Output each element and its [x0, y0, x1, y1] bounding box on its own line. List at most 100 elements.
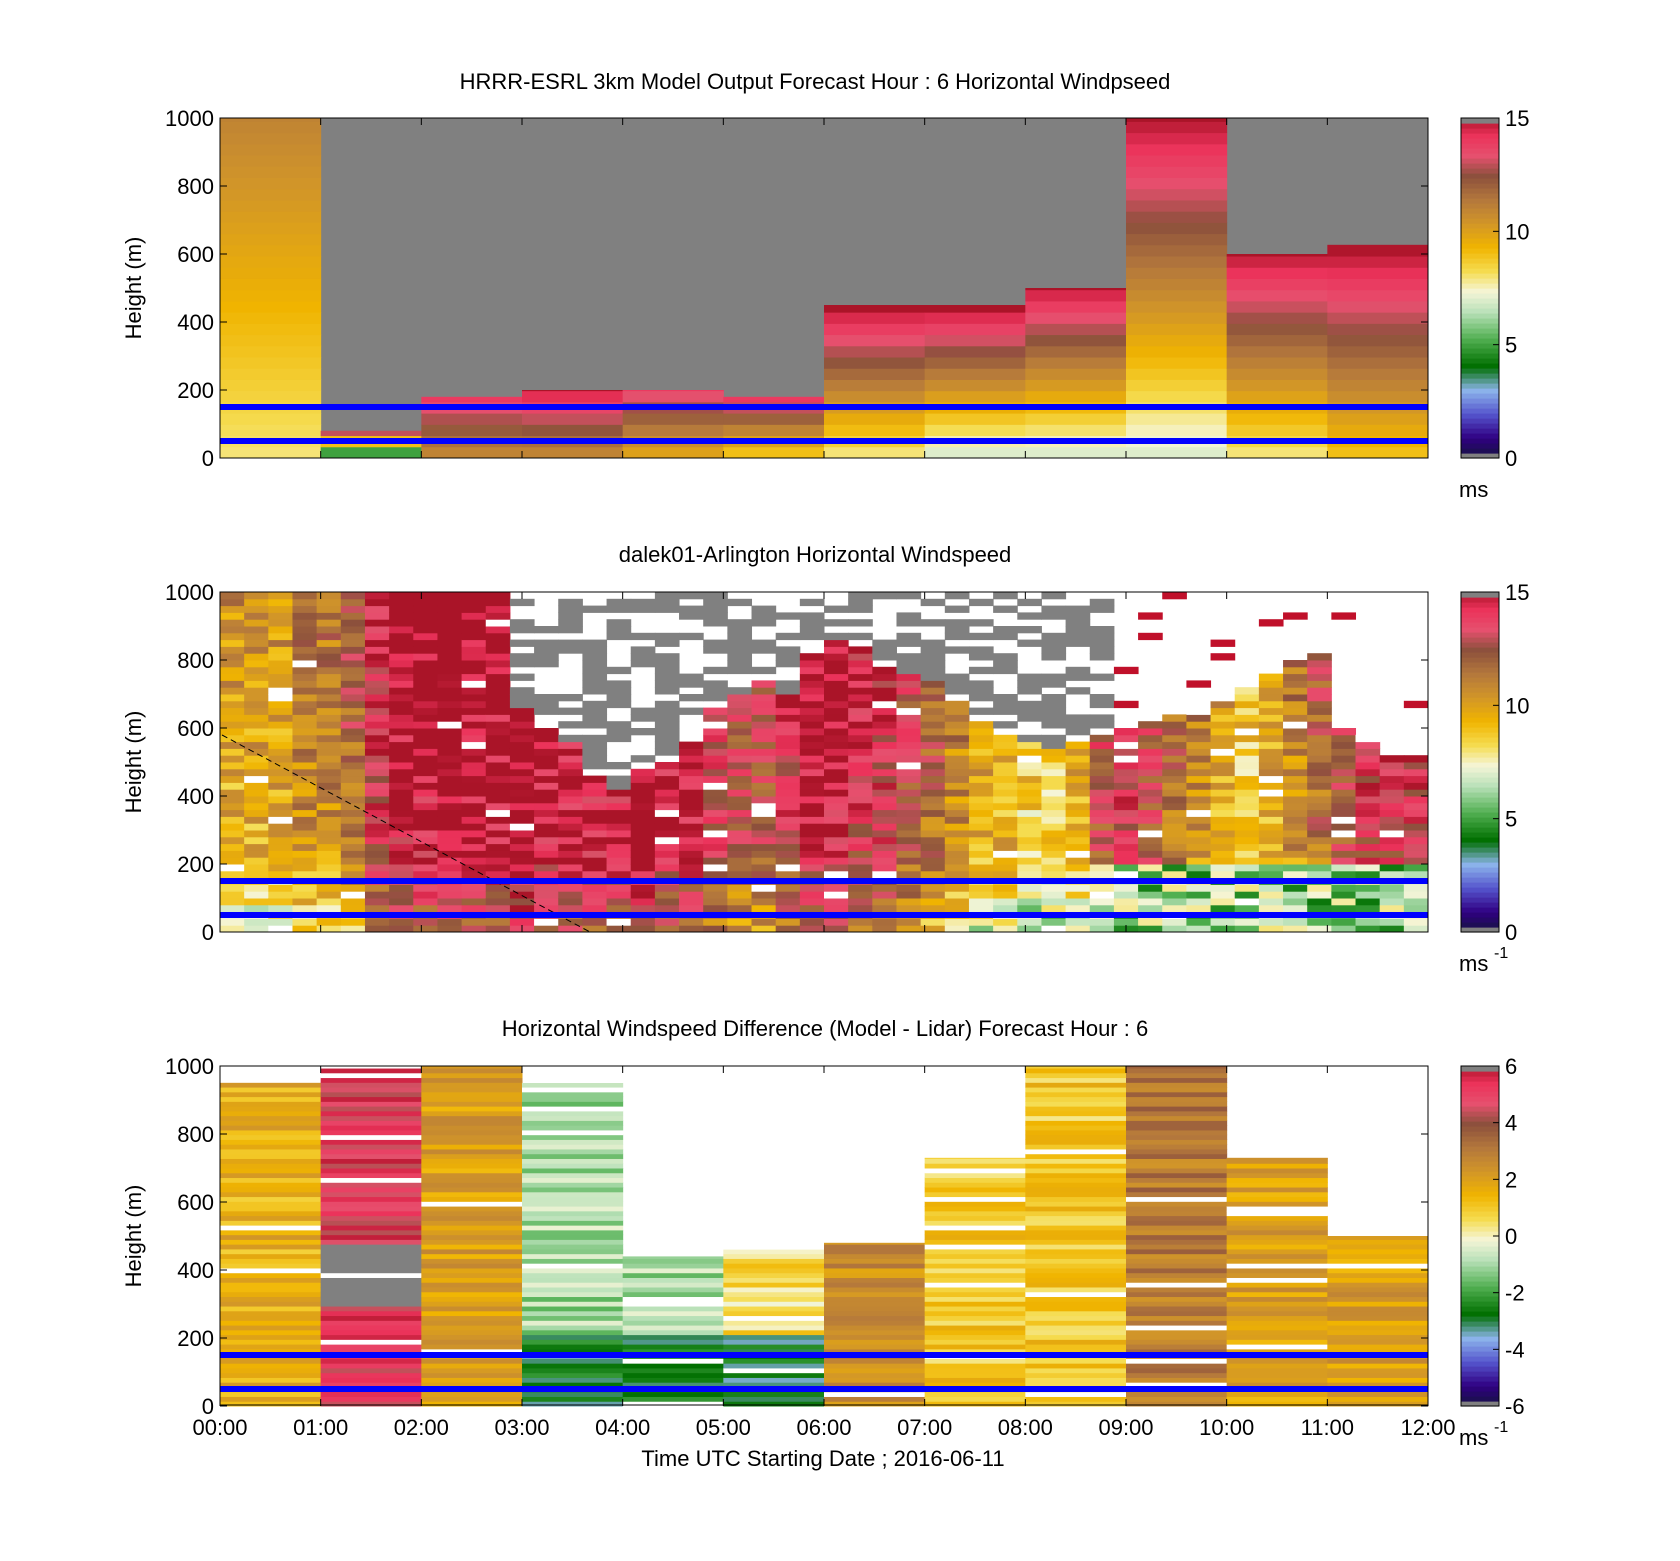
heatmap-cell	[1186, 870, 1212, 879]
colorbar-segment	[1461, 1151, 1499, 1157]
heatmap-cell	[824, 789, 849, 797]
heatmap-cell	[1355, 836, 1381, 845]
heatmap-cell	[622, 1377, 724, 1383]
heatmap-cell	[703, 782, 728, 790]
heatmap-cell	[1113, 809, 1139, 817]
colorbar-segment	[1461, 373, 1499, 379]
heatmap-cell	[320, 1287, 422, 1293]
heatmap-cell	[268, 612, 293, 620]
heatmap-cell	[320, 1253, 422, 1259]
heatmap-cell	[220, 244, 322, 257]
heatmap-cell	[320, 1153, 422, 1159]
heatmap-cell	[244, 857, 269, 865]
heatmap-cell	[751, 612, 777, 620]
heatmap-cell	[340, 925, 366, 933]
heatmap-cell	[582, 870, 608, 879]
heatmap-cell	[1307, 748, 1332, 756]
heatmap-cell	[1126, 390, 1228, 403]
heatmap-cell	[606, 789, 632, 797]
heatmap-cell	[1065, 796, 1091, 804]
heatmap-cell	[1186, 775, 1212, 783]
heatmap-cell	[920, 653, 946, 661]
heatmap-cell	[924, 1172, 1026, 1179]
heatmap-cell	[437, 639, 463, 647]
colorbar-segment	[1461, 652, 1499, 658]
colorbar-segment	[1461, 927, 1499, 933]
heatmap-cell	[220, 1348, 322, 1355]
heatmap-cell	[993, 843, 1018, 851]
heatmap-cell	[924, 446, 1026, 459]
heatmap-cell	[751, 891, 777, 899]
colorbar-segment	[1461, 1121, 1499, 1127]
heatmap-cell	[1258, 721, 1284, 729]
heatmap-cell	[1283, 741, 1308, 749]
heatmap-cell	[1065, 612, 1091, 620]
heatmap-cell	[824, 1325, 926, 1331]
heatmap-cell	[824, 925, 849, 933]
heatmap-cell	[993, 707, 1018, 715]
heatmap-cell	[824, 639, 849, 647]
heatmap-cell	[522, 1396, 624, 1402]
heatmap-cell	[244, 864, 269, 872]
heatmap-cell	[220, 357, 322, 369]
heatmap-cell	[968, 755, 994, 763]
panel-lidar-title: dalek01-Arlington Horizontal Windspeed	[619, 542, 1012, 567]
heatmap-cell	[1327, 244, 1429, 257]
heatmap-cell	[1025, 1115, 1127, 1121]
colorbar-segment	[1461, 163, 1499, 169]
heatmap-cell	[558, 816, 583, 824]
heatmap-cell	[896, 728, 922, 736]
heatmap-cell	[421, 1125, 523, 1131]
colorbar-segment	[1461, 1076, 1499, 1082]
heatmap-cell	[679, 864, 704, 872]
heatmap-cell	[421, 1210, 523, 1217]
heatmap-cell	[1307, 707, 1332, 715]
heatmap-cell	[1017, 918, 1042, 926]
heatmap-cell	[751, 823, 777, 831]
heatmap-cell	[320, 1301, 422, 1307]
heatmap-cell	[268, 830, 293, 838]
heatmap-cell	[364, 673, 390, 681]
heatmap-cell	[654, 714, 680, 722]
heatmap-cell	[1126, 345, 1228, 358]
heatmap-cell	[220, 721, 245, 729]
heatmap-cell	[437, 721, 463, 729]
heatmap-cell	[582, 796, 608, 804]
heatmap-cell	[364, 762, 390, 770]
heatmap-cell	[1025, 1334, 1127, 1340]
heatmap-cell	[1025, 1106, 1127, 1112]
heatmap-cell	[1025, 1125, 1127, 1131]
colorbar-segment	[1461, 423, 1499, 429]
heatmap-cell	[654, 775, 680, 783]
heatmap-cell	[220, 1291, 322, 1298]
heatmap-cell	[1379, 755, 1405, 763]
heatmap-cell	[461, 721, 487, 729]
heatmap-cell	[824, 605, 849, 613]
heatmap-cell	[1403, 925, 1429, 933]
heatmap-cell	[944, 707, 970, 715]
heatmap-cell	[622, 1267, 724, 1274]
heatmap-cell	[1126, 1248, 1228, 1255]
heatmap-cell	[751, 925, 777, 933]
heatmap-cell	[723, 1263, 825, 1269]
heatmap-cell	[924, 1339, 1026, 1345]
heatmap-cell	[268, 870, 293, 879]
colorbar-segment	[1461, 198, 1499, 204]
heatmap-cell	[1327, 1358, 1429, 1364]
heatmap-cell	[316, 870, 342, 879]
heatmap-cell	[437, 830, 463, 838]
heatmap-cell	[1210, 700, 1236, 709]
heatmap-cell	[1331, 904, 1357, 913]
heatmap-cell	[340, 660, 366, 668]
heatmap-cell	[775, 632, 801, 641]
heatmap-cell	[799, 714, 825, 722]
heatmap-cell	[1210, 843, 1236, 851]
heatmap-cell	[316, 762, 342, 770]
heatmap-cell	[220, 1244, 322, 1250]
heatmap-cell	[848, 694, 873, 702]
heatmap-cell	[1307, 843, 1332, 851]
heatmap-cell	[1138, 823, 1163, 831]
heatmap-cell	[1025, 1082, 1127, 1088]
heatmap-cell	[1025, 323, 1127, 336]
heatmap-cell	[1025, 1344, 1127, 1350]
